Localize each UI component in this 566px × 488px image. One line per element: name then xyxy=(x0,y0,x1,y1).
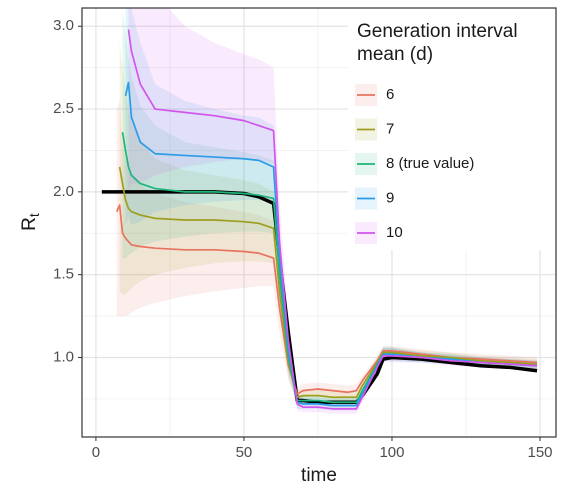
x-tick-label: 150 xyxy=(527,444,552,461)
lines xyxy=(101,29,538,410)
legend: 6 7 8 (true value) 9 10 xyxy=(355,84,474,244)
x-tick-label: 0 xyxy=(92,444,100,461)
ribbon xyxy=(128,8,538,414)
panel-border xyxy=(81,7,557,438)
legend-title: Generation interval mean (d) xyxy=(357,21,518,65)
series-line xyxy=(127,29,538,410)
y-label-main: R xyxy=(19,217,40,231)
legend-label: 9 xyxy=(386,189,394,206)
legend-label: 6 xyxy=(386,86,394,103)
y-tick-label: 3.0 xyxy=(53,17,74,34)
y-label-sub: t xyxy=(26,213,42,217)
x-tick-label: 100 xyxy=(379,444,404,461)
axes: 0 50 100 150 1.0 1.5 2.0 2.5 3.0 xyxy=(53,17,552,461)
ribbon xyxy=(119,42,538,404)
x-tick-label: 50 xyxy=(236,444,253,461)
legend-label: 10 xyxy=(386,224,403,241)
y-axis-label: Rt xyxy=(19,213,42,231)
y-tick-label: 1.0 xyxy=(53,348,74,365)
y-tick-label: 1.5 xyxy=(53,266,74,283)
y-tick-label: 2.0 xyxy=(53,183,74,200)
legend-label: 8 (true value) xyxy=(386,155,474,172)
x-axis-label: time xyxy=(301,465,337,486)
legend-label: 7 xyxy=(386,120,394,137)
legend-box xyxy=(348,8,556,250)
y-tick-label: 2.5 xyxy=(53,100,74,117)
